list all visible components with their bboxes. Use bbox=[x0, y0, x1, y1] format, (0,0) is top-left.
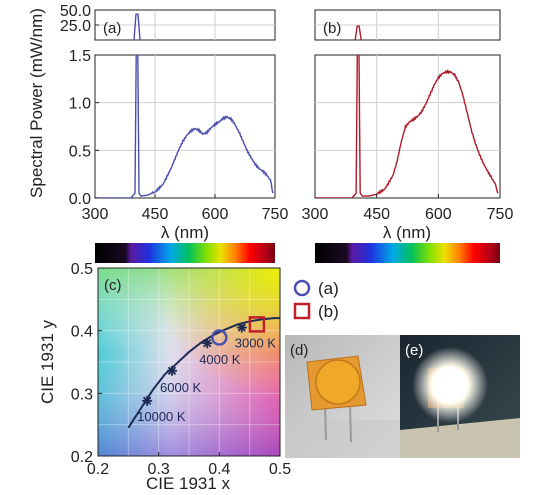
cie-x-axis-label: CIE 1931 x bbox=[146, 474, 231, 493]
panel-b-spectrum-line bbox=[315, 55, 499, 198]
panel-b-peak-line bbox=[354, 25, 362, 40]
panel-b-grid bbox=[315, 55, 500, 198]
y-tick-label: 0.5 bbox=[69, 143, 91, 160]
panel-a-x-ticks: 300 450 600 750 bbox=[82, 194, 289, 223]
photo-d-label: (d) bbox=[290, 342, 308, 359]
photo-e-label: (e) bbox=[405, 342, 423, 359]
panel-a-spectrum-line bbox=[95, 55, 274, 198]
panel-b-label: (b) bbox=[323, 20, 341, 37]
cie-y-tick-label: 0.4 bbox=[71, 324, 93, 341]
y-top-tick-label: 50.0 bbox=[60, 3, 91, 20]
x-tick-label: 750 bbox=[487, 206, 514, 223]
panel-b-top-grid bbox=[315, 10, 500, 40]
cct-label: 6000 K bbox=[160, 380, 202, 395]
cie-x-tick-label: 0.2 bbox=[87, 461, 109, 478]
photo-d: (d) bbox=[285, 335, 400, 458]
cie-x-tick-label: 0.3 bbox=[148, 461, 170, 478]
measured-points bbox=[211, 316, 266, 346]
panel-a-peak-line bbox=[133, 13, 141, 40]
x-tick-label: 450 bbox=[363, 206, 390, 223]
panel-a-grid bbox=[95, 55, 275, 198]
panel-a-top-y-ticks: 25.050.0 bbox=[60, 3, 99, 35]
cie-y-tick-label: 0.3 bbox=[71, 386, 93, 403]
measured-point-a bbox=[211, 329, 228, 346]
cct-star-marker bbox=[237, 323, 246, 332]
panel-a-label: (a) bbox=[103, 20, 121, 37]
panel-b-main-frame bbox=[314, 54, 501, 199]
cie-y-ticks: 0.2 0.3 0.4 0.5 bbox=[71, 261, 102, 466]
panel-a-spectrum-series bbox=[95, 55, 274, 198]
panel-a-x-axis-label: λ (nm) bbox=[161, 223, 209, 242]
photo-e: (e) bbox=[400, 335, 520, 458]
x-tick-label: 300 bbox=[82, 206, 109, 223]
emission-core bbox=[432, 367, 468, 403]
panel-a-peak-series bbox=[133, 13, 141, 40]
cie-frame bbox=[97, 267, 281, 457]
panel-b-peak-series bbox=[354, 25, 362, 40]
measured-point-b bbox=[248, 316, 266, 333]
legend-b-marker bbox=[293, 302, 311, 320]
cct-label: 10000 K bbox=[137, 409, 186, 424]
x-tick-label: 450 bbox=[142, 206, 169, 223]
cie-y-axis-label: CIE 1931 y bbox=[38, 319, 57, 404]
panel-b-spectrum-series bbox=[315, 55, 499, 198]
y-tick-label: 1.0 bbox=[69, 96, 91, 113]
cct-star-marker bbox=[167, 366, 177, 375]
cct-label: 4000 K bbox=[199, 352, 241, 367]
panel-a-y-ticks: 0.0 0.5 1.0 1.5 bbox=[69, 48, 99, 208]
legend-a-label: (a) bbox=[318, 279, 339, 298]
cie-background bbox=[98, 268, 280, 456]
cie-x-tick-label: 0.4 bbox=[208, 461, 230, 478]
x-tick-label: 600 bbox=[202, 206, 229, 223]
panel-a-spectrum-bar bbox=[95, 243, 275, 263]
y-top-tick-label: 25.0 bbox=[60, 18, 91, 35]
legend-a-marker bbox=[293, 279, 311, 297]
cct-star-marker bbox=[142, 396, 152, 406]
cie-x-tick-label: 0.5 bbox=[269, 461, 291, 478]
cie-y-tick-label: 0.2 bbox=[71, 449, 93, 466]
cie-grid bbox=[98, 268, 280, 456]
panel-c-label: (c) bbox=[104, 277, 122, 294]
cct-star-marker bbox=[203, 339, 212, 348]
phosphor-disk bbox=[315, 359, 361, 405]
panel-b-x-axis-label: λ (nm) bbox=[383, 223, 431, 242]
panel-b-x-ticks: 300 450 600 750 bbox=[302, 194, 514, 223]
x-tick-label: 300 bbox=[302, 206, 329, 223]
panel-a-top-grid bbox=[95, 10, 275, 40]
cct-label: 3000 K bbox=[235, 336, 277, 351]
panel-b-spectrum-bar bbox=[315, 243, 500, 263]
y-tick-label: 1.5 bbox=[69, 48, 91, 65]
y-tick-label: 0.0 bbox=[69, 191, 91, 208]
cie-y-tick-label: 0.5 bbox=[71, 261, 93, 278]
x-tick-label: 600 bbox=[425, 206, 452, 223]
panel-a-y-axis-label: Spectral Power (mW/nm) bbox=[27, 8, 46, 198]
cie-x-ticks: 0.2 0.3 0.4 0.5 bbox=[87, 452, 291, 478]
x-tick-label: 750 bbox=[262, 206, 289, 223]
cie-legend: (a) (b) bbox=[293, 279, 339, 321]
legend-b-label: (b) bbox=[318, 302, 339, 321]
panel-a-main-frame bbox=[94, 54, 276, 199]
